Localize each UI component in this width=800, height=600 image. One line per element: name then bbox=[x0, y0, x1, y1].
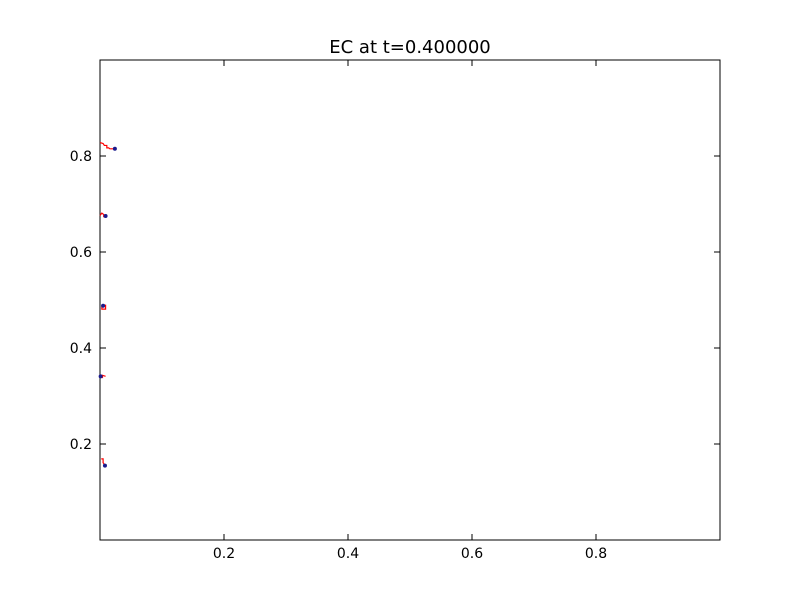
x-tick-label: 0.6 bbox=[461, 546, 483, 562]
y-tick-label: 0.8 bbox=[70, 149, 92, 165]
series-marker-5 bbox=[102, 463, 107, 468]
series-marker-1 bbox=[112, 146, 117, 151]
series-marker-2 bbox=[103, 214, 108, 218]
series-marker-4 bbox=[98, 374, 103, 379]
series-layer bbox=[98, 141, 117, 468]
y-tick-label: 0.4 bbox=[70, 341, 92, 357]
series-path-1 bbox=[99, 141, 115, 150]
y-tick-label: 0.6 bbox=[70, 245, 92, 261]
series-marker-3 bbox=[101, 303, 106, 308]
axis-ticks: 0.2 0.4 0.6 0.8 0.2 0.4 0.6 0.8 bbox=[70, 60, 720, 562]
x-tick-label: 0.2 bbox=[213, 546, 235, 562]
x-tick-label: 0.8 bbox=[585, 546, 607, 562]
y-tick-label: 0.2 bbox=[70, 437, 92, 453]
chart-title: EC at t=0.400000 bbox=[329, 37, 491, 58]
x-tick-label: 0.4 bbox=[337, 546, 359, 562]
plot-area bbox=[99, 59, 721, 541]
